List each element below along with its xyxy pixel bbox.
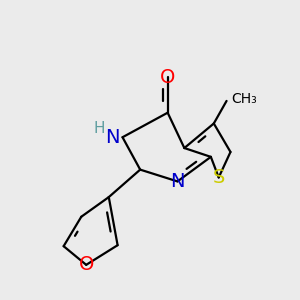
Text: S: S [212, 168, 225, 187]
Text: O: O [79, 255, 94, 274]
Text: H: H [93, 121, 105, 136]
Text: CH₃: CH₃ [231, 92, 257, 106]
Text: N: N [170, 172, 185, 191]
Text: N: N [105, 128, 120, 147]
Text: O: O [160, 68, 176, 87]
